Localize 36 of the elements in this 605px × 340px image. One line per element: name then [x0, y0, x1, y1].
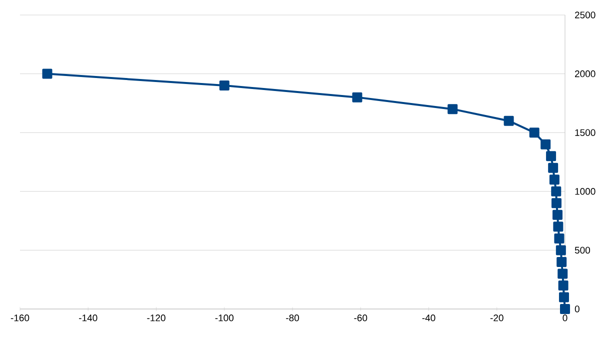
- point: [558, 268, 568, 279]
- point: [554, 233, 564, 244]
- x-tick-label: -80: [286, 314, 299, 322]
- y-tick-label: 2000: [575, 70, 596, 78]
- x-tick-label: -160: [10, 314, 30, 322]
- x-tick-label: -40: [422, 314, 436, 322]
- point: [558, 280, 568, 290]
- point: [556, 245, 566, 256]
- point: [560, 304, 570, 314]
- point: [546, 151, 556, 162]
- point: [549, 174, 560, 185]
- point: [352, 92, 362, 102]
- point: [219, 80, 230, 91]
- x-tick-label: -140: [79, 314, 98, 322]
- point: [551, 198, 562, 208]
- point: [42, 68, 52, 79]
- x-tick-label: 0: [562, 314, 568, 322]
- point: [556, 256, 567, 267]
- point: [448, 104, 458, 114]
- y-tick-label: 1000: [575, 188, 596, 195]
- y-tick-label: 0: [574, 306, 580, 312]
- point: [504, 116, 514, 126]
- point: [553, 222, 564, 232]
- point: [540, 139, 551, 150]
- y-tick-label: 1500: [575, 129, 596, 136]
- y-tick-label: 2500: [575, 12, 596, 18]
- x-tick-label: -20: [490, 314, 504, 322]
- point: [552, 210, 563, 220]
- point: [558, 292, 569, 302]
- point: [551, 186, 562, 196]
- x-tick-label: -60: [354, 314, 368, 322]
- x-tick-label: -100: [215, 314, 234, 322]
- x-tick-label: -120: [147, 314, 166, 322]
- point: [548, 162, 558, 173]
- y-tick-label: 500: [574, 246, 590, 254]
- point: [529, 128, 540, 138]
